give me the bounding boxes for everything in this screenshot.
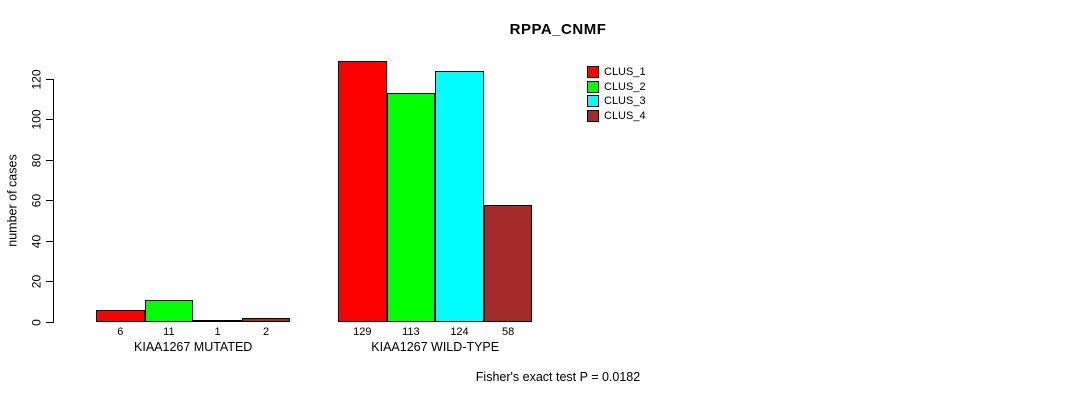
- y-tick-label: 0: [29, 318, 44, 326]
- legend: CLUS_1 CLUS_2 CLUS_3 CLUS_4: [587, 65, 646, 123]
- legend-item-clus_3: CLUS_3: [587, 94, 646, 109]
- legend-label: CLUS_1: [604, 66, 646, 79]
- legend-label: CLUS_2: [604, 80, 646, 93]
- legend-label: CLUS_4: [604, 110, 646, 123]
- legend-item-clus_1: CLUS_1: [587, 65, 646, 80]
- y-tick-mark: [46, 321, 54, 323]
- stats-annotation: Fisher's exact test P = 0.0182: [475, 370, 641, 384]
- y-tick-label: 100: [29, 109, 44, 130]
- y-tick-label: 40: [29, 234, 44, 248]
- group-label-1: KIAA1267 MUTATED: [134, 340, 253, 354]
- bar-value-label: 11: [163, 326, 175, 338]
- bar-value-label: 113: [402, 326, 420, 338]
- bar-clus_2-group2: [386, 93, 436, 322]
- group-label-2: KIAA1267 WILD-TYPE: [371, 340, 500, 354]
- y-tick-mark: [46, 240, 54, 242]
- legend-swatch-clus_1: [587, 66, 599, 79]
- y-tick-mark: [46, 159, 54, 161]
- y-axis-label: number of cases: [5, 154, 20, 247]
- bar-clus_3-group1: [193, 320, 242, 322]
- y-tick-mark: [46, 78, 54, 80]
- legend-swatch-clus_2: [587, 80, 599, 93]
- legend-item-clus_4: CLUS_4: [587, 109, 646, 124]
- bar-clus_3-group2: [435, 70, 484, 322]
- y-tick-mark: [46, 281, 54, 282]
- bar-value-label: 6: [117, 326, 124, 338]
- y-tick-label: 80: [29, 153, 44, 167]
- legend-label: CLUS_3: [604, 95, 646, 108]
- y-tick-mark: [46, 119, 54, 120]
- bar-value-label: 58: [501, 326, 515, 338]
- legend-swatch-clus_4: [587, 110, 599, 123]
- y-axis-line: [53, 79, 54, 323]
- bar-clus_1-group2: [338, 60, 387, 322]
- bar-clus_4-group1: [241, 317, 291, 322]
- bar-clus_2-group1: [144, 299, 194, 322]
- legend-item-clus_2: CLUS_2: [587, 80, 646, 95]
- bar-value-label: 2: [263, 326, 270, 338]
- bar-value-label: 129: [353, 326, 372, 338]
- bar-clus_4-group2: [483, 204, 533, 322]
- y-tick-label: 60: [29, 193, 44, 208]
- bar-value-label: 1: [214, 326, 221, 338]
- y-tick-label: 20: [29, 274, 44, 289]
- bar-clus_1-group1: [96, 309, 145, 322]
- bar-value-label: 124: [450, 326, 469, 338]
- legend-swatch-clus_3: [587, 95, 599, 108]
- y-tick-mark: [46, 200, 54, 201]
- y-tick-label: 120: [29, 68, 44, 90]
- chart-title: RPPA_CNMF: [509, 21, 607, 38]
